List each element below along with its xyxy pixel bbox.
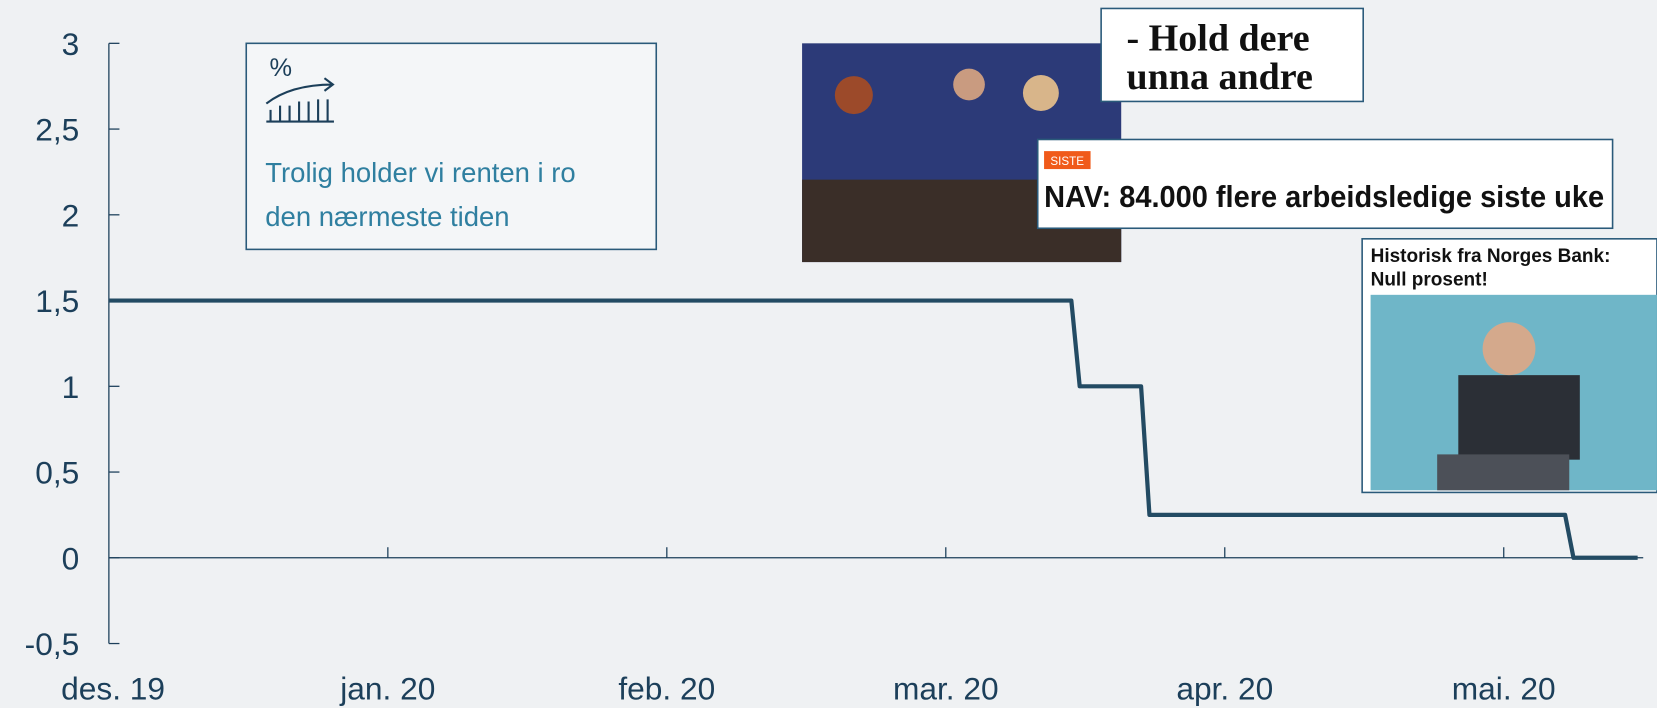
tag-bg xyxy=(1044,151,1091,170)
y-tick-label: 1,5 xyxy=(35,283,79,319)
headline: Historisk fra Norges Bank: xyxy=(1371,246,1611,267)
photo-person xyxy=(834,76,873,115)
photo-person xyxy=(1022,75,1059,111)
photo-person xyxy=(1458,375,1580,460)
icon-label: % xyxy=(269,54,292,82)
x-tick-label: des. 19 xyxy=(61,671,165,707)
icon xyxy=(265,77,335,123)
y-tick-label: 2 xyxy=(62,197,80,233)
annotation-text: den nærmeste tiden xyxy=(265,201,509,232)
annotation-box xyxy=(245,42,658,251)
line-series xyxy=(108,298,1638,560)
photo-podium xyxy=(1437,454,1570,491)
y-tick-label: 0,5 xyxy=(35,455,79,491)
headline-box xyxy=(1036,138,1614,230)
headline: NAV: 84.000 flere arbeidsledige siste uk… xyxy=(1044,180,1604,214)
tag: SISTE xyxy=(1050,155,1084,168)
x-tick-label: mai. 20 xyxy=(1452,671,1556,707)
x-tick-label: feb. 20 xyxy=(618,671,715,707)
y-tick-label: 2,5 xyxy=(35,112,79,148)
y-tick-label: 3 xyxy=(62,26,80,62)
headline-box xyxy=(1100,7,1364,103)
headline: Null prosent! xyxy=(1371,269,1488,290)
y-tick-label: -0,5 xyxy=(25,626,80,662)
annotation-text: Trolig holder vi renten i ro xyxy=(265,157,575,188)
x-tick-label: apr. 20 xyxy=(1176,671,1273,707)
headline: unna andre xyxy=(1126,56,1312,98)
photo-person xyxy=(953,68,985,101)
y-tick-label: 0 xyxy=(62,540,80,576)
x-tick-label: jan. 20 xyxy=(339,671,435,707)
photo-person xyxy=(1482,322,1536,376)
headline: - Hold dere xyxy=(1126,18,1309,60)
y-tick-label: 1 xyxy=(62,369,80,405)
x-tick-label: mar. 20 xyxy=(893,671,999,707)
